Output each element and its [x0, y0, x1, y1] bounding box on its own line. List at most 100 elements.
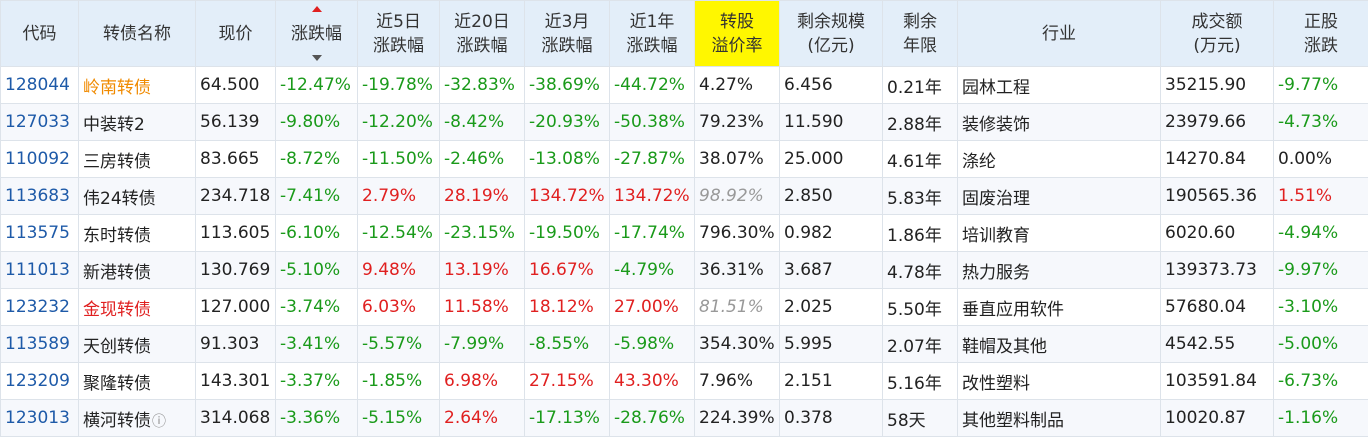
table-row[interactable]: 113683 伟24转债 234.718 -7.41% 2.79% 28.19% 134.7… — [0, 177, 1368, 215]
industry-cell: 装修装饰 — [957, 103, 1161, 141]
chg5d-cell: 6.03% — [357, 288, 440, 326]
chg1y-cell: -27.87% — [609, 140, 695, 178]
industry-cell: 垂直应用软件 — [957, 288, 1161, 326]
sort-desc-icon[interactable] — [311, 55, 322, 61]
bond-name[interactable]: 伟24转债 — [83, 188, 156, 209]
change-cell: -7.41% — [275, 177, 358, 215]
industry-cell: 鞋帽及其他 — [957, 325, 1161, 363]
bond-name-link[interactable]: 金现转债 — [78, 288, 196, 326]
chg5d-cell: -12.20% — [357, 103, 440, 141]
bond-name[interactable]: 岭南转债 — [83, 77, 151, 98]
table-row[interactable]: 113589 天创转债 91.303 -3.41% -5.57% -7.99% -8.55%… — [0, 325, 1368, 363]
header-name[interactable]: 转债名称 — [78, 0, 196, 67]
scale-cell: 6.456 — [779, 66, 883, 104]
change-cell: -5.10% — [275, 251, 358, 289]
price-cell: 91.303 — [195, 325, 276, 363]
bond-name[interactable]: 中装转2 — [83, 114, 145, 135]
header-chg3m[interactable]: 近3月 涨跌幅 — [524, 0, 610, 67]
volume-cell: 103591.84 — [1160, 362, 1274, 400]
volume-cell: 4542.55 — [1160, 325, 1274, 363]
table-row[interactable]: 113575 东时转债 113.605 -6.10% -12.54% -23.15% -19… — [0, 214, 1368, 252]
header-term[interactable]: 剩余 年限 — [882, 0, 958, 67]
chg1y-cell: -44.72% — [609, 66, 695, 104]
bond-name-link[interactable]: 东时转债 — [78, 214, 196, 252]
bond-code-link[interactable]: 127033 — [0, 103, 79, 141]
stock-change-cell: -6.73% — [1273, 362, 1368, 400]
header-chg20d[interactable]: 近20日 涨跌幅 — [439, 0, 525, 67]
price-cell: 113.605 — [195, 214, 276, 252]
scale-cell: 5.995 — [779, 325, 883, 363]
bond-name-link[interactable]: 中装转2 — [78, 103, 196, 141]
header-change[interactable]: 涨跌幅 — [275, 0, 358, 67]
bond-code-link[interactable]: 111013 — [0, 251, 79, 289]
sort-asc-icon[interactable] — [311, 6, 322, 12]
bond-code-link[interactable]: 113575 — [0, 214, 79, 252]
bond-name[interactable]: 三房转债 — [83, 151, 151, 172]
bond-name-link[interactable]: 三房转债 — [78, 140, 196, 178]
header-premium[interactable]: 转股 溢价率 — [694, 0, 780, 67]
volume-cell: 57680.04 — [1160, 288, 1274, 326]
chg1y-cell: 43.30% — [609, 362, 695, 400]
table-row[interactable]: 127033 中装转2 56.139 -9.80% -12.20% -8.42% -20.9… — [0, 103, 1368, 141]
bond-code-link[interactable]: 128044 — [0, 66, 79, 104]
volume-cell: 6020.60 — [1160, 214, 1274, 252]
bond-code-link[interactable]: 123013 — [0, 399, 79, 437]
header-volume[interactable]: 成交额 (万元) — [1160, 0, 1274, 67]
premium-cell: 354.30% — [694, 325, 780, 363]
change-cell: -3.37% — [275, 362, 358, 400]
stock-change-cell: -4.94% — [1273, 214, 1368, 252]
header-stock-change[interactable]: 正股 涨跌 — [1273, 0, 1368, 67]
chg20d-cell: -23.15% — [439, 214, 525, 252]
info-icon[interactable]: ⓘ — [152, 413, 166, 430]
change-cell: -12.47% — [275, 66, 358, 104]
chg3m-cell: -38.69% — [524, 66, 610, 104]
header-chg1y[interactable]: 近1年 涨跌幅 — [609, 0, 695, 67]
bond-code-link[interactable]: 110092 — [0, 140, 79, 178]
bond-name-link[interactable]: 聚隆转债 — [78, 362, 196, 400]
header-scale[interactable]: 剩余规模 (亿元) — [779, 0, 883, 67]
bond-code-link[interactable]: 123232 — [0, 288, 79, 326]
bond-code-link[interactable]: 113589 — [0, 325, 79, 363]
premium-cell: 79.23% — [694, 103, 780, 141]
table-row[interactable]: 110092 三房转债 83.665 -8.72% -11.50% -2.46% -13.0… — [0, 140, 1368, 178]
premium-cell: 4.27% — [694, 66, 780, 104]
chg1y-cell: -17.74% — [609, 214, 695, 252]
bond-name[interactable]: 天创转债 — [83, 336, 151, 357]
bond-name-link[interactable]: 天创转债 — [78, 325, 196, 363]
header-chg5d[interactable]: 近5日 涨跌幅 — [357, 0, 440, 67]
bond-name[interactable]: 新港转债 — [83, 262, 151, 283]
premium-cell: 36.31% — [694, 251, 780, 289]
header-industry[interactable]: 行业 — [957, 0, 1161, 67]
premium-cell: 98.92% — [694, 177, 780, 215]
bond-name-link[interactable]: 伟24转债 — [78, 177, 196, 215]
table-row[interactable]: 123013 横河转债ⓘ 314.068 -3.36% -5.15% 2.64% -17.1… — [0, 399, 1368, 437]
bond-name[interactable]: 聚隆转债 — [83, 373, 151, 394]
bond-name-link[interactable]: 新港转债 — [78, 251, 196, 289]
chg1y-cell: -5.98% — [609, 325, 695, 363]
table-row[interactable]: 111013 新港转债 130.769 -5.10% 9.48% 13.19% 16.67%… — [0, 251, 1368, 289]
change-cell: -9.80% — [275, 103, 358, 141]
chg5d-cell: -5.15% — [357, 399, 440, 437]
header-code[interactable]: 代码 — [0, 0, 79, 67]
header-price[interactable]: 现价 — [195, 0, 276, 67]
bond-name-link[interactable]: 岭南转债 — [78, 66, 196, 104]
bond-name-link[interactable]: 横河转债ⓘ — [78, 399, 196, 437]
bond-code-link[interactable]: 123209 — [0, 362, 79, 400]
chg3m-cell: -17.13% — [524, 399, 610, 437]
bond-name[interactable]: 横河转债 — [83, 410, 151, 431]
table-row[interactable]: 123209 聚隆转债 143.301 -3.37% -1.85% 6.98% 27.15%… — [0, 362, 1368, 400]
chg1y-cell: -28.76% — [609, 399, 695, 437]
chg3m-cell: 18.12% — [524, 288, 610, 326]
term-cell: 4.78年 — [882, 251, 958, 289]
table-row[interactable]: 123232 金现转债 127.000 -3.74% 6.03% 11.58% 18.12%… — [0, 288, 1368, 326]
bond-name[interactable]: 东时转债 — [83, 225, 151, 246]
bond-code-link[interactable]: 113683 — [0, 177, 79, 215]
chg5d-cell: -19.78% — [357, 66, 440, 104]
bond-name[interactable]: 金现转债 — [83, 299, 151, 320]
stock-change-cell: -1.16% — [1273, 399, 1368, 437]
table-row[interactable]: 128044 岭南转债 64.500 -12.47% -19.78% -32.83% -38… — [0, 66, 1368, 104]
chg20d-cell: 28.19% — [439, 177, 525, 215]
premium-cell: 38.07% — [694, 140, 780, 178]
volume-cell: 23979.66 — [1160, 103, 1274, 141]
